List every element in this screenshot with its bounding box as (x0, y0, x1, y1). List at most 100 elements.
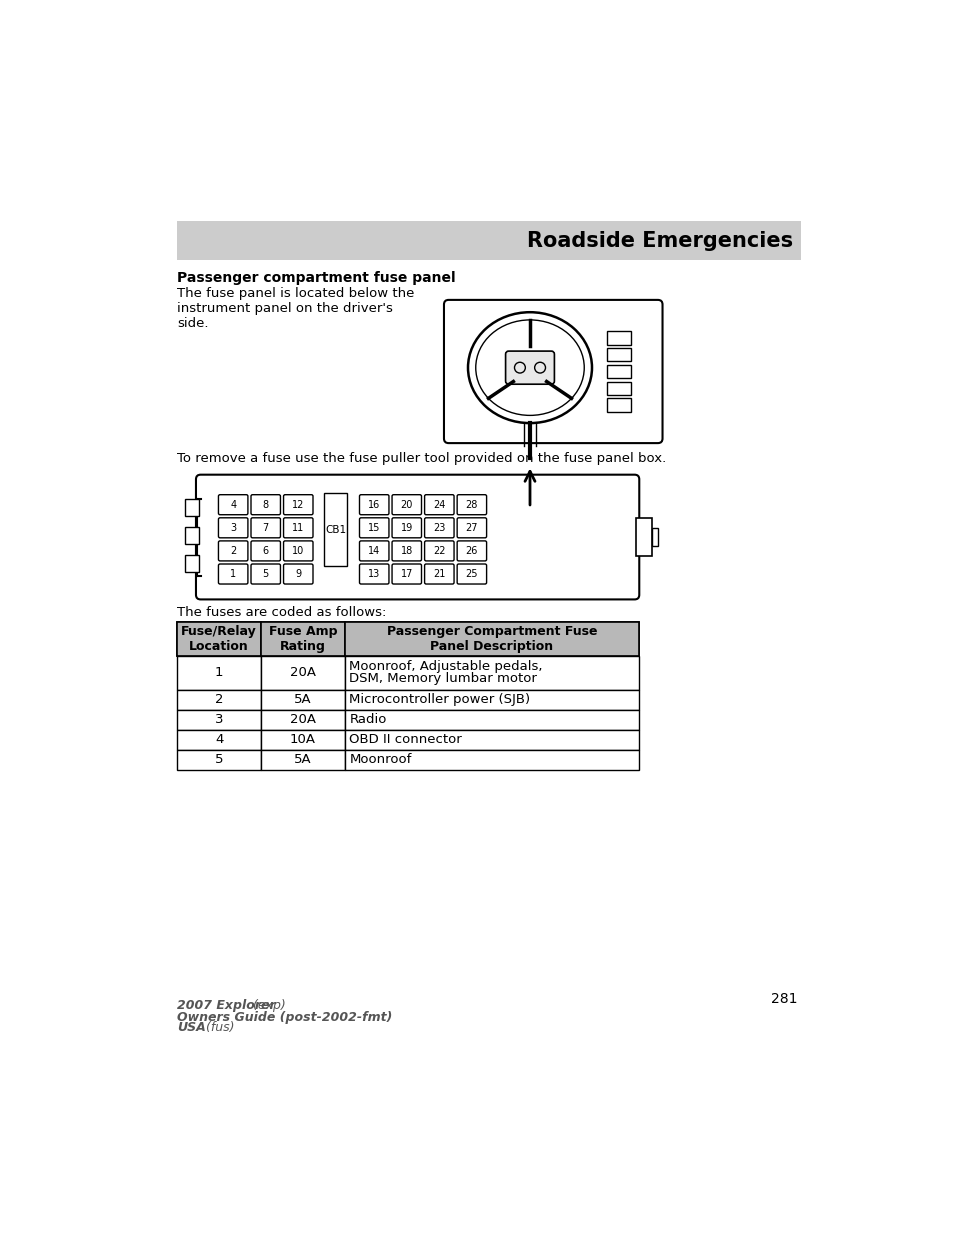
Text: 21: 21 (433, 569, 445, 579)
Text: Radio: Radio (349, 713, 386, 726)
Text: CB1: CB1 (325, 525, 346, 535)
Text: 10: 10 (292, 546, 304, 556)
FancyBboxPatch shape (283, 495, 313, 515)
Bar (636, 517, 651, 556)
Text: 3: 3 (230, 522, 236, 532)
Text: 9: 9 (294, 569, 301, 579)
Text: The fuses are coded as follows:: The fuses are coded as follows: (177, 606, 386, 619)
FancyBboxPatch shape (283, 517, 313, 537)
Text: 5: 5 (214, 753, 223, 766)
Text: 11: 11 (292, 522, 304, 532)
Bar (344, 730, 639, 750)
FancyBboxPatch shape (251, 495, 280, 515)
Bar (607, 364, 630, 378)
FancyBboxPatch shape (359, 495, 389, 515)
Text: 27: 27 (465, 522, 477, 532)
Bar (323, 493, 347, 567)
FancyBboxPatch shape (392, 517, 421, 537)
Text: Fuse/Relay
Location: Fuse/Relay Location (181, 625, 256, 652)
FancyBboxPatch shape (359, 517, 389, 537)
FancyBboxPatch shape (359, 541, 389, 561)
Text: 5: 5 (262, 569, 269, 579)
FancyBboxPatch shape (218, 564, 248, 584)
FancyBboxPatch shape (505, 351, 554, 384)
Text: 20A: 20A (290, 713, 315, 726)
FancyBboxPatch shape (392, 564, 421, 584)
Bar (177, 750, 261, 769)
Text: 13: 13 (368, 569, 380, 579)
Text: (fus): (fus) (202, 1020, 234, 1034)
Text: 25: 25 (465, 569, 477, 579)
Bar (177, 621, 261, 656)
Text: 22: 22 (433, 546, 445, 556)
Text: 19: 19 (400, 522, 413, 532)
Bar (177, 689, 261, 710)
Text: 20: 20 (400, 500, 413, 510)
Text: 18: 18 (400, 546, 413, 556)
Text: 20A: 20A (290, 666, 315, 679)
Text: 281: 281 (770, 992, 797, 1007)
Text: 26: 26 (465, 546, 477, 556)
Text: Fuse Amp
Rating: Fuse Amp Rating (269, 625, 336, 652)
Text: 1: 1 (230, 569, 236, 579)
FancyBboxPatch shape (251, 541, 280, 561)
Text: 10A: 10A (290, 734, 315, 746)
Text: 17: 17 (400, 569, 413, 579)
Text: 23: 23 (433, 522, 445, 532)
FancyBboxPatch shape (359, 564, 389, 584)
FancyBboxPatch shape (283, 564, 313, 584)
FancyBboxPatch shape (424, 541, 454, 561)
FancyBboxPatch shape (456, 541, 486, 561)
Text: 1: 1 (214, 666, 223, 679)
FancyBboxPatch shape (456, 517, 486, 537)
Bar (344, 689, 639, 710)
FancyBboxPatch shape (456, 495, 486, 515)
Bar (261, 730, 344, 750)
FancyBboxPatch shape (424, 564, 454, 584)
Bar (344, 621, 639, 656)
Text: 7: 7 (262, 522, 269, 532)
FancyBboxPatch shape (251, 564, 280, 584)
Text: 5A: 5A (294, 753, 312, 766)
Bar (177, 656, 261, 689)
FancyBboxPatch shape (392, 541, 421, 561)
FancyBboxPatch shape (218, 517, 248, 537)
FancyBboxPatch shape (218, 495, 248, 515)
Text: (exp): (exp) (249, 999, 286, 1013)
Bar (261, 710, 344, 730)
Text: Owners Guide (post-2002-fmt): Owners Guide (post-2002-fmt) (177, 1010, 393, 1024)
Bar (185, 555, 199, 572)
Bar (344, 656, 639, 689)
Bar (344, 710, 639, 730)
Text: 6: 6 (262, 546, 269, 556)
Text: 2007 Explorer: 2007 Explorer (177, 999, 275, 1013)
Text: OBD II connector: OBD II connector (349, 734, 461, 746)
Bar (607, 347, 630, 362)
Bar (651, 527, 658, 546)
Text: Passenger Compartment Fuse
Panel Description: Passenger Compartment Fuse Panel Descrip… (386, 625, 597, 652)
FancyBboxPatch shape (424, 517, 454, 537)
Bar (607, 382, 630, 395)
Bar (185, 499, 199, 516)
Text: To remove a fuse use the fuse puller tool provided on the fuse panel box.: To remove a fuse use the fuse puller too… (177, 452, 666, 466)
Text: 8: 8 (262, 500, 269, 510)
Text: Moonroof: Moonroof (349, 753, 412, 766)
Text: 3: 3 (214, 713, 223, 726)
Bar (261, 656, 344, 689)
Bar (607, 399, 630, 412)
Text: 5A: 5A (294, 693, 312, 706)
FancyBboxPatch shape (218, 541, 248, 561)
Text: 15: 15 (368, 522, 380, 532)
Text: 14: 14 (368, 546, 380, 556)
Bar (261, 621, 344, 656)
FancyBboxPatch shape (392, 495, 421, 515)
Text: The fuse panel is located below the
instrument panel on the driver's
side.: The fuse panel is located below the inst… (177, 287, 415, 330)
Text: 16: 16 (368, 500, 380, 510)
Bar (607, 331, 630, 345)
FancyBboxPatch shape (195, 474, 639, 599)
Text: 4: 4 (230, 500, 236, 510)
Bar (177, 730, 261, 750)
Bar (177, 710, 261, 730)
Bar (185, 527, 199, 543)
Text: 24: 24 (433, 500, 445, 510)
